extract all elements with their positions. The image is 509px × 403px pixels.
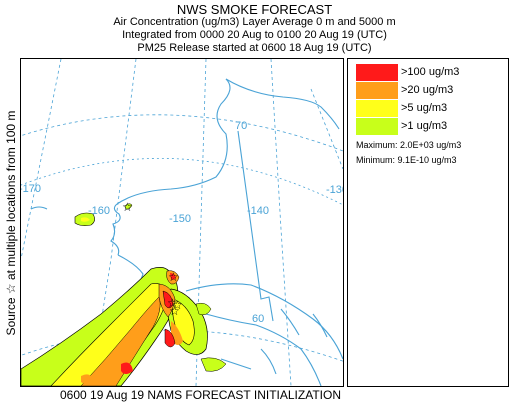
svg-text:☆: ☆	[168, 270, 179, 284]
legend-swatch	[356, 82, 398, 99]
graticule-labels: -170 -160 -150 -140 -130 70 60	[21, 120, 343, 325]
legend-swatch	[356, 118, 398, 135]
legend-swatch	[356, 64, 398, 81]
legend-label: >5 ug/m3	[401, 102, 448, 114]
meridian-label: -160	[88, 205, 110, 217]
subtitle-integration: Integrated from 0000 20 Aug to 0100 20 A…	[122, 29, 387, 41]
legend-swatch	[356, 100, 398, 117]
map-title: NWS SMOKE FORECAST	[176, 2, 333, 17]
svg-text:☆: ☆	[169, 304, 180, 318]
parallel-label: 60	[252, 313, 264, 325]
source-star-icons: ☆ ☆ ☆ ☆ ☆	[122, 200, 183, 318]
island-plume	[74, 203, 133, 226]
legend-label: >1 ug/m3	[401, 120, 448, 132]
smoke-map: ☆ ☆ ☆ ☆ ☆ -170 -160 -150 -140 -130 70 60	[21, 59, 343, 386]
legend-label: >100 ug/m3	[401, 66, 460, 78]
meridian-label: -150	[169, 213, 191, 225]
legend-panel: >100 ug/m3 >20 ug/m3 >5 ug/m3 >1 ug/m3 M…	[347, 58, 509, 387]
svg-text:☆: ☆	[167, 296, 178, 310]
map-panel: ☆ ☆ ☆ ☆ ☆ -170 -160 -150 -140 -130 70 60	[20, 58, 344, 387]
meridian-label: -170	[21, 183, 41, 195]
forecast-initialization: 0600 19 Aug 19 NAMS FORECAST INITIALIZAT…	[60, 388, 341, 402]
legend-label: >20 ug/m3	[401, 84, 454, 96]
smoke-plume	[21, 267, 227, 386]
subtitle-concentration: Air Concentration (ug/m3) Layer Average …	[113, 16, 396, 28]
svg-text:☆: ☆	[122, 200, 133, 214]
svg-text:☆: ☆	[172, 298, 183, 312]
legend-minimum: Minimum: 9.1E-10 ug/m3	[356, 155, 457, 165]
legend-maximum: Maximum: 2.0E+03 ug/m3	[356, 140, 462, 150]
source-side-label: Source ☆ at multiple locations from 100 …	[4, 110, 18, 336]
meridian-label: -130	[326, 184, 343, 196]
subtitle-release: PM25 Release started at 0600 18 Aug 19 (…	[137, 42, 372, 54]
parallel-label: 70	[235, 120, 247, 132]
coastline	[30, 78, 343, 386]
meridian-label: -140	[247, 205, 269, 217]
